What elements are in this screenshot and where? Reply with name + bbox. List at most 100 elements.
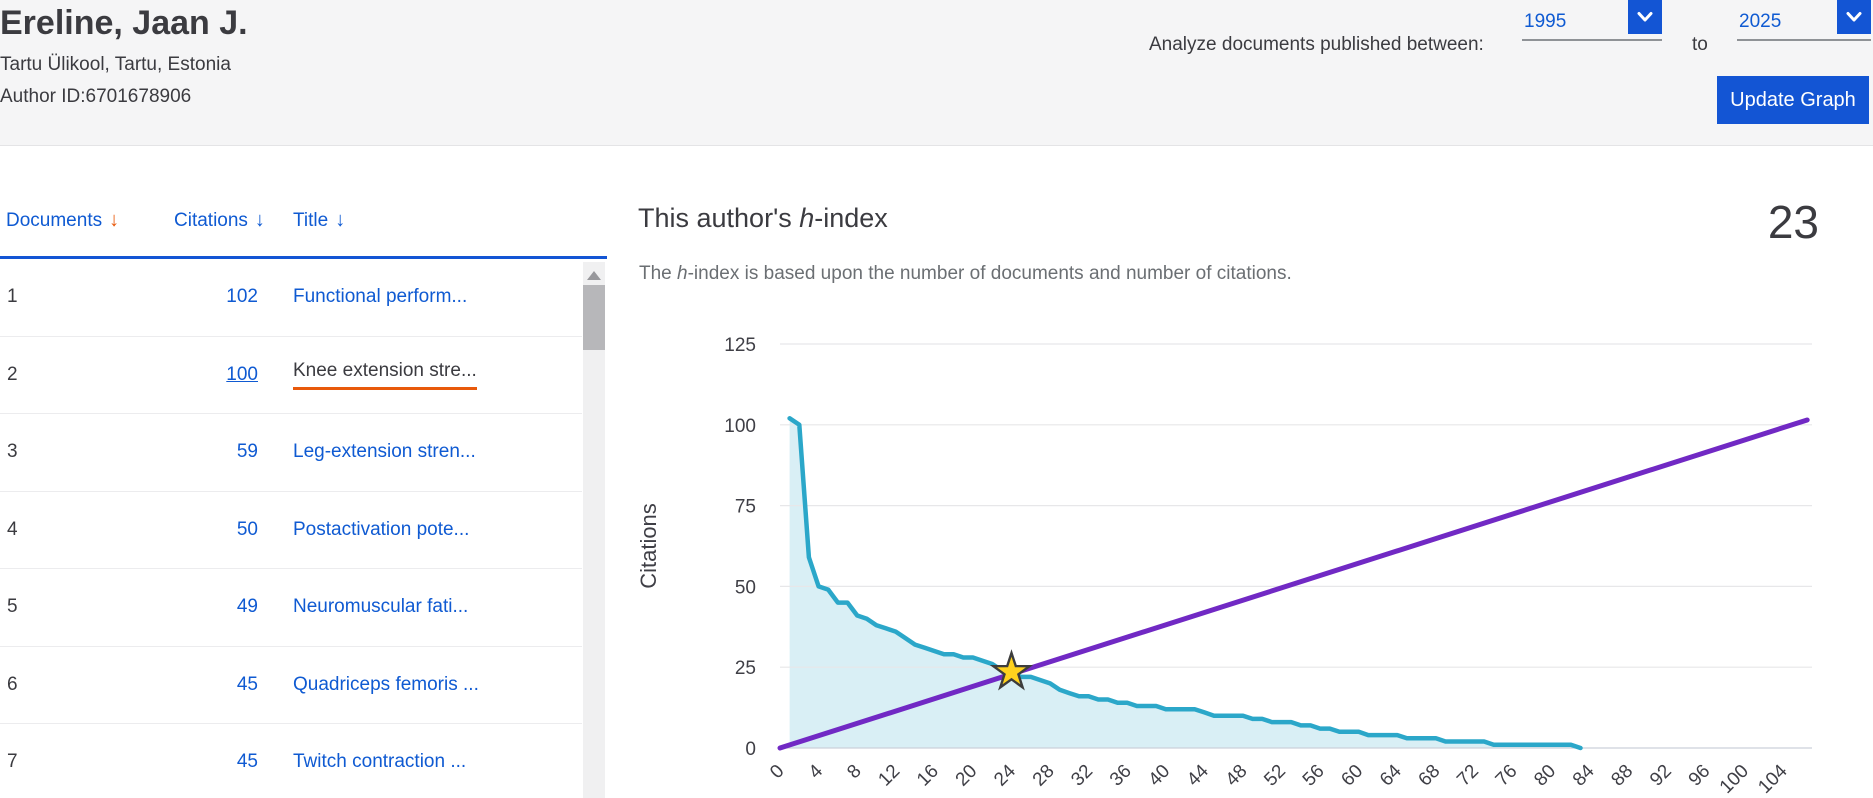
x-tick-label: 76 <box>1492 761 1522 791</box>
panel-subtitle-prefix: The <box>639 263 678 284</box>
x-tick-label: 96 <box>1685 761 1715 791</box>
document-title-link[interactable]: Knee extension stre... <box>293 360 477 390</box>
x-tick-label: 8 <box>843 761 865 783</box>
x-tick-label: 84 <box>1569 760 1599 790</box>
table-row: 2 100 Knee extension stre... <box>0 337 582 414</box>
citation-count-link[interactable]: 102 <box>226 286 258 308</box>
year-to-value[interactable]: 2025 <box>1739 11 1782 32</box>
x-tick-label: 64 <box>1376 760 1406 790</box>
chevron-down-icon[interactable] <box>1837 0 1871 34</box>
x-tick-label: 88 <box>1607 761 1637 791</box>
documents-table-body: 1 102 Functional perform... 2 100 Knee extens… <box>0 259 582 798</box>
update-graph-button[interactable]: Update Graph <box>1717 76 1869 124</box>
y-tick-label: 125 <box>724 335 756 356</box>
x-tick-label: 44 <box>1183 760 1213 790</box>
y-tick-label: 50 <box>735 577 756 598</box>
sort-citations-button[interactable]: Citations ↓ <box>174 209 265 232</box>
year-from-value[interactable]: 1995 <box>1524 11 1567 32</box>
chevron-down-icon[interactable] <box>1628 0 1662 34</box>
row-number: 3 <box>7 441 18 463</box>
x-tick-label: 60 <box>1337 761 1367 791</box>
x-tick-label: 56 <box>1299 761 1329 791</box>
x-tick-label: 28 <box>1029 761 1059 791</box>
sort-title-button[interactable]: Title ↓ <box>293 209 345 232</box>
document-title-link[interactable]: Leg-extension stren... <box>293 441 476 463</box>
row-number: 5 <box>7 596 18 618</box>
panel-title-prefix: This author's <box>638 203 800 233</box>
citation-count-link[interactable]: 59 <box>236 441 258 463</box>
x-tick-label: 48 <box>1222 761 1252 791</box>
panel-title-h: h <box>799 203 815 233</box>
author-id: Author ID:6701678906 <box>0 86 192 107</box>
x-tick-label: 12 <box>874 761 904 791</box>
table-row: 5 49 Neuromuscular fati... <box>0 569 582 647</box>
table-header-row: Documents ↓ Citations ↓ Title ↓ <box>0 147 607 256</box>
sort-documents-button[interactable]: Documents ↓ <box>6 209 119 232</box>
sort-arrow-down-icon: ↓ <box>109 209 120 231</box>
x-tick-label: 32 <box>1067 761 1097 791</box>
table-row: 4 50 Postactivation pote... <box>0 492 582 569</box>
h-index-panel: This author's h-index 23 The h-index is … <box>630 147 1873 798</box>
y-tick-label: 25 <box>735 658 756 679</box>
citations-curve <box>787 416 1583 751</box>
scrollbar-up-arrow-icon[interactable] <box>587 271 601 280</box>
panel-subtitle-suffix: -index is based upon the number of docum… <box>687 263 1292 284</box>
row-number: 1 <box>7 286 18 308</box>
x-tick-label: 16 <box>913 761 943 791</box>
document-title-link[interactable]: Neuromuscular fati... <box>293 596 469 618</box>
analyze-range-label: Analyze documents published between: <box>1149 34 1484 55</box>
document-title-link[interactable]: Functional perform... <box>293 286 468 308</box>
sort-arrow-down-icon: ↓ <box>254 209 265 231</box>
x-tick-label: 4 <box>805 760 828 783</box>
document-title-link[interactable]: Quadriceps femoris ... <box>293 673 479 695</box>
row-number: 7 <box>7 751 18 773</box>
document-title-link[interactable]: Postactivation pote... <box>293 518 470 540</box>
x-tick-label: 36 <box>1106 761 1136 791</box>
y-tick-label: 0 <box>745 739 756 760</box>
sort-arrow-down-icon: ↓ <box>335 209 346 231</box>
table-row: 7 45 Twitch contraction ... <box>0 724 582 798</box>
year-from-select[interactable]: 1995 <box>1522 0 1662 41</box>
sort-documents-label: Documents <box>6 210 103 231</box>
range-to-label: to <box>1692 34 1708 55</box>
table-scrollbar[interactable] <box>583 262 605 798</box>
author-name: Ereline, Jaan J. <box>0 4 248 42</box>
x-tick-label: 0 <box>766 761 788 783</box>
x-tick-label: 52 <box>1260 761 1290 791</box>
x-tick-label: 92 <box>1646 761 1676 791</box>
table-header-divider <box>0 256 607 259</box>
panel-title: This author's h-index <box>638 203 888 234</box>
h-index-value: 23 <box>1767 196 1819 248</box>
scrollbar-thumb[interactable] <box>583 285 605 350</box>
citation-count-link[interactable]: 49 <box>236 596 258 618</box>
x-tick-label: 40 <box>1145 761 1175 791</box>
row-number: 6 <box>7 673 18 695</box>
x-tick-label: 104 <box>1754 760 1792 798</box>
y-tick-label: 75 <box>735 497 756 518</box>
citation-count-link[interactable]: 100 <box>226 363 258 385</box>
citation-count-link[interactable]: 45 <box>236 673 258 695</box>
author-header-band: Ereline, Jaan J. Tartu Ülikool, Tartu, E… <box>0 0 1873 146</box>
panel-subtitle: The h-index is based upon the number of … <box>639 263 1292 285</box>
table-row: 6 45 Quadriceps femoris ... <box>0 647 582 724</box>
citation-count-link[interactable]: 45 <box>236 751 258 773</box>
y-tick-label: 100 <box>724 416 756 437</box>
y-axis-title: Citations <box>636 503 661 589</box>
h-index-star-marker <box>989 649 1034 691</box>
x-tick-label: 72 <box>1453 761 1483 791</box>
citation-count-link[interactable]: 50 <box>236 518 258 540</box>
citations-area-fill <box>789 418 1581 748</box>
year-to-select[interactable]: 2025 <box>1737 0 1871 41</box>
row-number: 4 <box>7 518 18 540</box>
documents-table-panel: Documents ↓ Citations ↓ Title ↓ 1 102 Functio… <box>0 147 607 798</box>
author-affiliation: Tartu Ülikool, Tartu, Estonia <box>0 54 231 75</box>
x-tick-label: 24 <box>990 760 1020 790</box>
sort-title-label: Title <box>293 210 329 231</box>
h-threshold-line <box>777 417 1810 751</box>
row-number: 2 <box>7 363 18 385</box>
document-title-link[interactable]: Twitch contraction ... <box>293 751 467 773</box>
x-tick-label: 20 <box>952 761 982 791</box>
table-row: 1 102 Functional perform... <box>0 259 582 337</box>
panel-title-suffix: -index <box>814 203 888 233</box>
